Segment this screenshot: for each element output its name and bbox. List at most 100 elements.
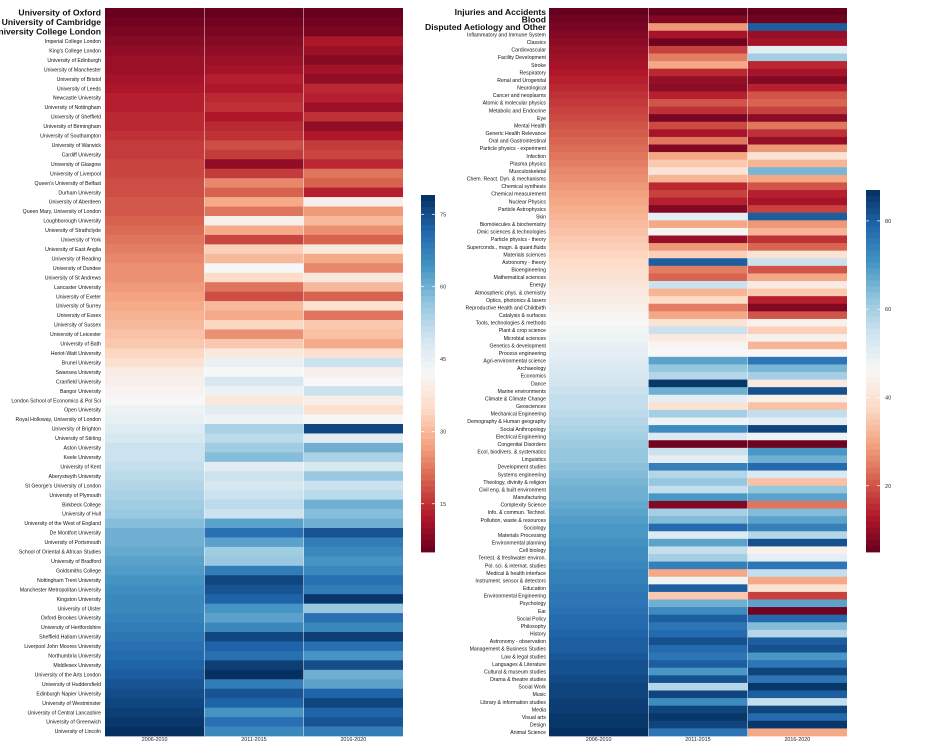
heatmap-1-colorbar-segment [421,195,435,202]
heatmap-1-cell [105,178,205,188]
heatmap-1-cell [303,329,403,340]
heatmap-2-colorbar-segment [866,190,880,197]
heatmap-1-cell [303,622,403,633]
heatmap-2-cell [648,516,748,525]
heatmap-2-colorbar-segment [866,461,880,468]
heatmap-1-cell [204,102,304,113]
heatmap-2-cell [549,447,649,456]
heatmap-1-cell [204,386,304,396]
heatmap-2-cell [549,106,649,115]
heatmap-1-cell [204,216,304,226]
heatmap-1-colorbar-segment [421,296,435,303]
heatmap-1-cell [303,452,403,463]
heatmap-2-colorbar-segment [866,491,880,499]
heatmap-1-cell [105,490,205,500]
heatmap-2-cell [747,470,847,479]
heatmap-1-row-label-university-of-aberdeen: University of Aberdeen [49,200,101,206]
heatmap-1-colorbar-segment [421,236,435,243]
heatmap-2-colorbar-segment [866,358,880,366]
heatmap-2-cell [549,591,649,600]
heatmap-2-cell [648,660,748,669]
heatmap-2-cell [747,622,847,631]
heatmap-1-row-label-university-of-sussex: University of Sussex [54,323,101,329]
heatmap-1-cell [303,471,403,482]
heatmap-2-row-label-ecol-biodivers-systematics: Ecol, biodivers. & systematics [477,450,546,456]
heatmap-1-cell [105,461,205,472]
heatmap-1-cell [105,518,205,529]
heatmap-1-cell [105,348,205,359]
heatmap-2-cell [549,546,649,555]
heatmap-1-colorbar-segment [421,415,435,422]
heatmap-1-colorbar-segment [421,314,435,321]
heatmap-2-cell [747,121,847,130]
heatmap-1-column-label-2006-2010: 2006-2010 [142,737,168,743]
heatmap-2-colorbar-segment [866,316,880,324]
heatmap-2-cell [747,159,847,168]
heatmap-1-cell [303,234,403,245]
heatmap-2-colorbar-segment [866,322,880,330]
heatmap-2-cell [648,622,748,631]
heatmap-2-row-label-tools-technologies-methods: Tools, technologies & methods [476,321,547,327]
heatmap-1-cell [303,442,403,453]
heatmap-1-cell [105,679,205,690]
heatmap-1-row-label-nottingham-trent-university: Nottingham Trent University [37,578,101,584]
heatmap-1-cell [105,17,205,28]
heatmap-1-row-label-lancaster-university: Lancaster University [54,285,101,291]
heatmap-2-colorbar-segment [866,479,880,487]
heatmap-1-colorbar-segment [421,337,435,345]
heatmap-2-cell [747,500,847,509]
heatmap-2-row-label-musculoskeletal: Musculoskeletal [509,169,546,175]
heatmap-2-colorbar-segment [866,425,880,432]
heatmap-2-cell [648,523,748,532]
heatmap-2-cell [648,197,748,206]
heatmap-2-cell [549,334,649,343]
heatmap-2-cell [648,387,748,396]
heatmap-2-column-label-2006-2010: 2006-2010 [586,737,612,743]
heatmap-2-cell [648,629,748,638]
heatmap-1-row-label-university-of-hertfordshire: University of Hertfordshire [41,625,101,631]
heatmap-1-colorbar-segment [421,540,435,547]
heatmap-1-row-label-university-of-brighton: University of Brighton [52,427,101,433]
heatmap-1-cell [105,707,205,718]
heatmap-1-cell [303,45,403,56]
heatmap-1-row-label-cardiff-university: Cardiff University [62,152,102,158]
heatmap-2-cell [549,667,649,676]
heatmap-2-cell [648,531,748,540]
heatmap-2-cell [549,318,649,327]
heatmap-2-cell [747,250,847,259]
heatmap-2-colorbar-segment [866,413,880,420]
heatmap-2-cell [648,591,748,600]
heatmap-2-cell [747,713,847,722]
heatmap-1-row-label-liverpool-john-moores-university: Liverpool John Moores University [24,644,101,650]
heatmap-2-cell [648,576,748,585]
heatmap-2-colorbar-segment [866,533,880,541]
heatmap-2-cell [648,432,748,441]
heatmap-2-cell [747,190,847,198]
heatmap-2-row-label-eye: Eye [537,116,546,122]
heatmap-2-cell [648,675,748,684]
heatmap-2-cell [747,349,847,358]
heatmap-1-colorbar-segment [421,355,435,362]
heatmap-2-row-label-pollution-waste-resources: Pollution, waste & resources [481,518,547,524]
heatmap-2-colorbar-segment [866,449,880,456]
heatmap-1-cell [105,225,205,236]
heatmap-2-cell [648,599,748,608]
heatmap-1-row-label-university-of-bradford: University of Bradford [51,559,101,565]
heatmap-2-cell [747,76,847,85]
heatmap-1-cell [105,36,205,47]
heatmap-1-cell [303,537,403,548]
heatmap-2-colorbar-tick-label-80: 80 [885,219,891,225]
heatmap-2-cell [648,167,748,176]
heatmap-1-cell [204,206,304,217]
heatmap-2-row-label-manufacturing: Manufacturing [513,495,546,501]
heatmap-2-cell [747,99,847,107]
heatmap-1-cell [204,178,304,188]
heatmap-2-cell [549,129,649,138]
heatmap-2-row-label-dance: Dance [531,381,546,387]
heatmap-2-cell [747,68,847,77]
heatmap-2-cell [747,698,847,707]
heatmap-1-column-label-2011-2015: 2011-2015 [241,737,266,743]
heatmap-2-row-label-particle-physics-theory: Particle physics - theory [491,237,546,243]
heatmap-2-cell [549,652,649,661]
